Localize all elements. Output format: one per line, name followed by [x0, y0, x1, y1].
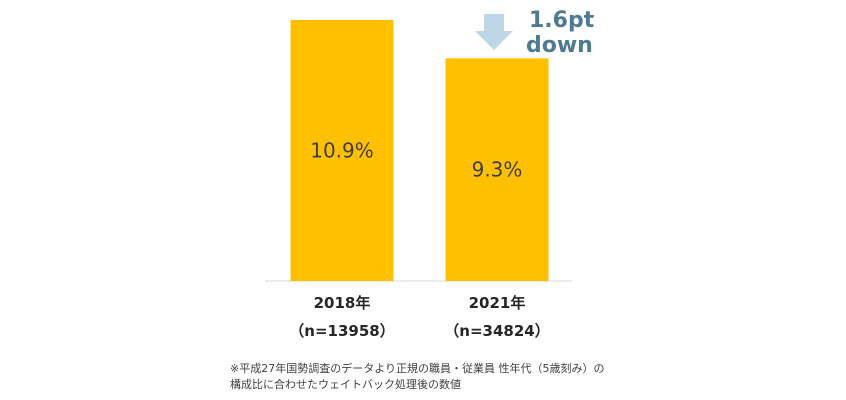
bar-1 [290, 20, 394, 281]
footnote: ※平成27年国勢調査のデータより正規の職員・従業員 性年代（5歳刻み）の 構成比… [230, 361, 830, 393]
sample-size-label-1: （n=13958） [289, 322, 394, 340]
footnote-line-1: ※平成27年国勢調査のデータより正規の職員・従業員 性年代（5歳刻み）の [230, 362, 605, 375]
down-arrow-icon [475, 14, 513, 50]
bar-chart: 10.9% 9.3% 2018年 （n=13958） 2021年 （n=34824） 1… [265, 8, 595, 340]
annotation-change-direction: down [526, 33, 593, 58]
sample-size-label-2: （n=34824） [444, 322, 549, 340]
change-annotation: 1.6pt down [475, 8, 595, 58]
annotation-change-value: 1.6pt [529, 8, 595, 33]
footnote-line-2: 構成比に合わせたウェイトバック処理後の数値 [230, 378, 461, 391]
bar-value-label-1: 10.9% [310, 139, 374, 163]
category-label-1: 2018年 [314, 294, 371, 312]
category-label-2: 2021年 [469, 294, 526, 312]
bar-2 [445, 58, 549, 282]
bar-value-label-2: 9.3% [472, 158, 523, 182]
